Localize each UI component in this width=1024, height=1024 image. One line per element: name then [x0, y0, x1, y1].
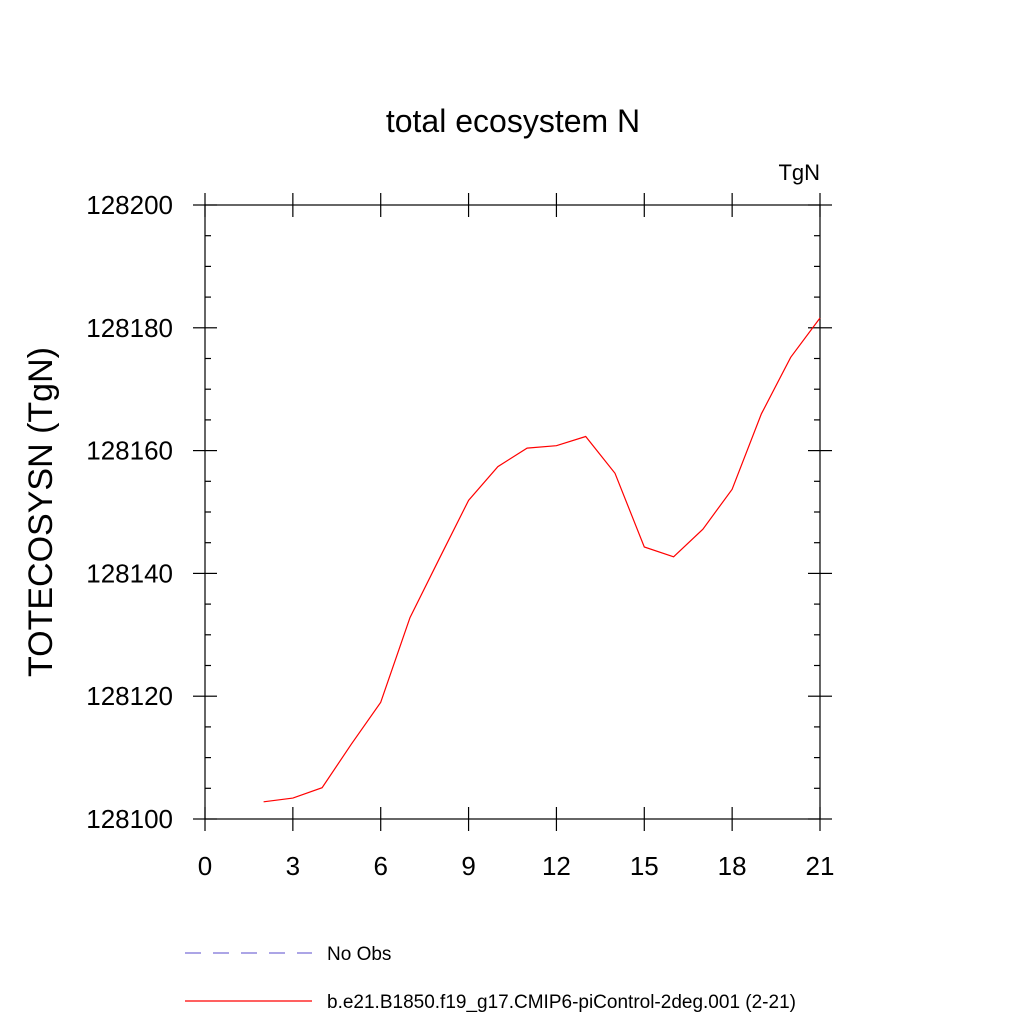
- y-tick-label: 128200: [86, 190, 173, 220]
- series-line: [263, 317, 821, 803]
- x-tick-label: 21: [806, 851, 835, 881]
- y-tick-label: 128160: [86, 436, 173, 466]
- y-tick-label: 128140: [86, 558, 173, 588]
- axis-ticks: [193, 193, 832, 831]
- x-tick-label: 0: [198, 851, 212, 881]
- axis-tick-labels: 0 3 6 9 12 15 18 21 128100 128120 128140 128160 1281…: [86, 190, 834, 881]
- x-tick-label: 18: [718, 851, 747, 881]
- x-tick-label: 6: [373, 851, 387, 881]
- plot-frame: [204, 204, 821, 820]
- x-tick-label: 15: [630, 851, 659, 881]
- legend: No Obs b.e21.B1850.f19_g17.CMIP6-piContro…: [185, 944, 796, 1013]
- units-label: TgN: [778, 160, 820, 185]
- x-tick-label: 3: [286, 851, 300, 881]
- x-tick-label: 9: [461, 851, 475, 881]
- y-tick-label: 128180: [86, 313, 173, 343]
- y-tick-label: 128120: [86, 681, 173, 711]
- series-layer: [263, 317, 821, 803]
- legend-label: b.e21.B1850.f19_g17.CMIP6-piControl-2deg…: [327, 992, 796, 1013]
- y-tick-label: 128100: [86, 804, 173, 834]
- legend-label: No Obs: [327, 944, 391, 965]
- y-axis-label: TOTECOSYSN (TgN): [22, 347, 60, 677]
- chart-title: total ecosystem N: [386, 103, 640, 139]
- x-tick-label: 12: [542, 851, 571, 881]
